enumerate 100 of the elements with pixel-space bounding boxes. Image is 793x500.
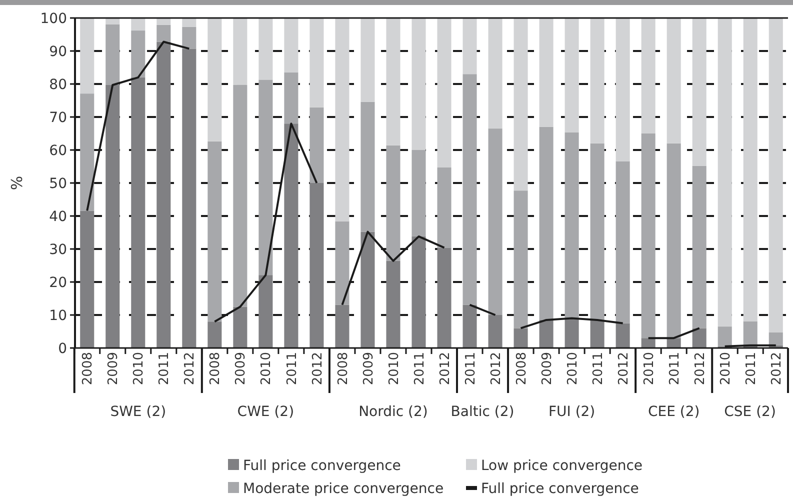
x-tick-label: 2011 <box>590 352 606 386</box>
x-tick-label: 2011 <box>744 352 759 386</box>
bar <box>258 18 273 80</box>
bar <box>208 322 222 348</box>
text: SWE (2) <box>110 404 166 420</box>
bar <box>616 18 630 162</box>
y-tick-label: 60 <box>49 142 67 159</box>
bar <box>590 143 604 320</box>
legend-label: Full price convergence <box>481 480 639 497</box>
bar <box>641 134 656 338</box>
text: FUI (2) <box>548 404 596 420</box>
y-tick-label: 0 <box>58 340 67 357</box>
bar <box>666 18 681 144</box>
bar <box>488 128 502 315</box>
bar <box>208 18 222 142</box>
bar <box>386 260 400 348</box>
bar <box>310 183 324 348</box>
bar <box>80 210 94 348</box>
x-tick-label: 2010 <box>386 352 402 386</box>
bar <box>564 132 579 318</box>
x-tick-label: 2012 <box>769 352 784 386</box>
bar <box>310 18 324 108</box>
bar <box>131 30 146 78</box>
y-tick-label: 50 <box>49 176 67 192</box>
bar <box>692 328 706 348</box>
x-tick-label: 2009 <box>361 352 376 386</box>
bar <box>488 18 502 129</box>
x-tick-label: 2012 <box>310 352 326 386</box>
bar <box>743 321 758 346</box>
y-tick-label: 70 <box>49 110 67 126</box>
x-tick-label: 2010 <box>259 352 274 386</box>
bar <box>182 18 196 27</box>
bar <box>360 18 375 102</box>
bar <box>412 150 426 236</box>
bar <box>768 18 783 332</box>
y-axis-title: % <box>8 176 26 190</box>
bar <box>335 221 350 305</box>
bar <box>284 124 298 348</box>
bar <box>564 18 579 133</box>
x-tick-label: 2012 <box>488 352 504 386</box>
bar <box>80 94 94 211</box>
y-tick-label: 40 <box>49 208 67 225</box>
bar <box>284 72 298 124</box>
bar <box>335 18 350 222</box>
bar <box>80 18 94 94</box>
bar <box>514 328 528 348</box>
x-tick-label: 2012 <box>692 352 708 386</box>
bar <box>233 306 248 348</box>
bar <box>335 304 350 348</box>
bar <box>564 318 579 348</box>
x-tick-label: 2011 <box>463 352 478 386</box>
bar <box>131 77 146 348</box>
bar <box>360 232 375 348</box>
y-tick-label: 30 <box>49 242 67 258</box>
bar <box>666 338 681 348</box>
bar <box>386 18 400 146</box>
y-tick-label: 10 <box>49 308 67 324</box>
x-tick-label: 2011 <box>667 352 682 386</box>
bar <box>590 18 604 144</box>
bar <box>514 18 528 191</box>
x-tick-label: 2012 <box>616 352 632 386</box>
bar <box>208 141 222 322</box>
text: CEE (2) <box>648 404 700 420</box>
bar <box>233 84 248 307</box>
x-tick-label: 2011 <box>284 352 300 386</box>
x-tick-label: 2012 <box>182 352 198 386</box>
x-tick-label: 2010 <box>565 352 580 386</box>
x-tick-label: 2009 <box>234 352 249 386</box>
y-tick-label: 20 <box>49 274 67 291</box>
x-tick-label: 2010 <box>718 352 734 386</box>
bar <box>182 26 196 49</box>
bar <box>718 18 732 327</box>
bar <box>692 18 706 166</box>
bar <box>386 145 400 261</box>
bar <box>641 18 656 134</box>
bar <box>539 126 554 320</box>
x-tick-label: 2008 <box>514 352 530 386</box>
bar <box>258 80 273 276</box>
bar <box>437 18 452 168</box>
bar <box>488 315 502 348</box>
bar <box>156 42 171 348</box>
bar <box>437 248 452 348</box>
legend-label: Low price convergence <box>481 458 643 474</box>
bar <box>539 18 554 127</box>
y-tick-label: 100 <box>40 10 67 27</box>
bar <box>666 143 681 338</box>
x-tick-label: 2008 <box>208 352 224 386</box>
bar <box>743 18 758 322</box>
bar <box>616 161 630 324</box>
bar <box>718 326 732 346</box>
bar <box>182 48 196 348</box>
y-tick-label: 90 <box>49 44 67 60</box>
bar <box>106 84 120 348</box>
bar <box>462 304 477 348</box>
bar <box>156 24 171 42</box>
y-tick-label: 80 <box>49 76 67 93</box>
bar <box>360 102 375 232</box>
x-tick-label: 2009 <box>106 352 122 386</box>
bar <box>462 74 477 305</box>
x-tick-label: 2011 <box>157 352 172 386</box>
